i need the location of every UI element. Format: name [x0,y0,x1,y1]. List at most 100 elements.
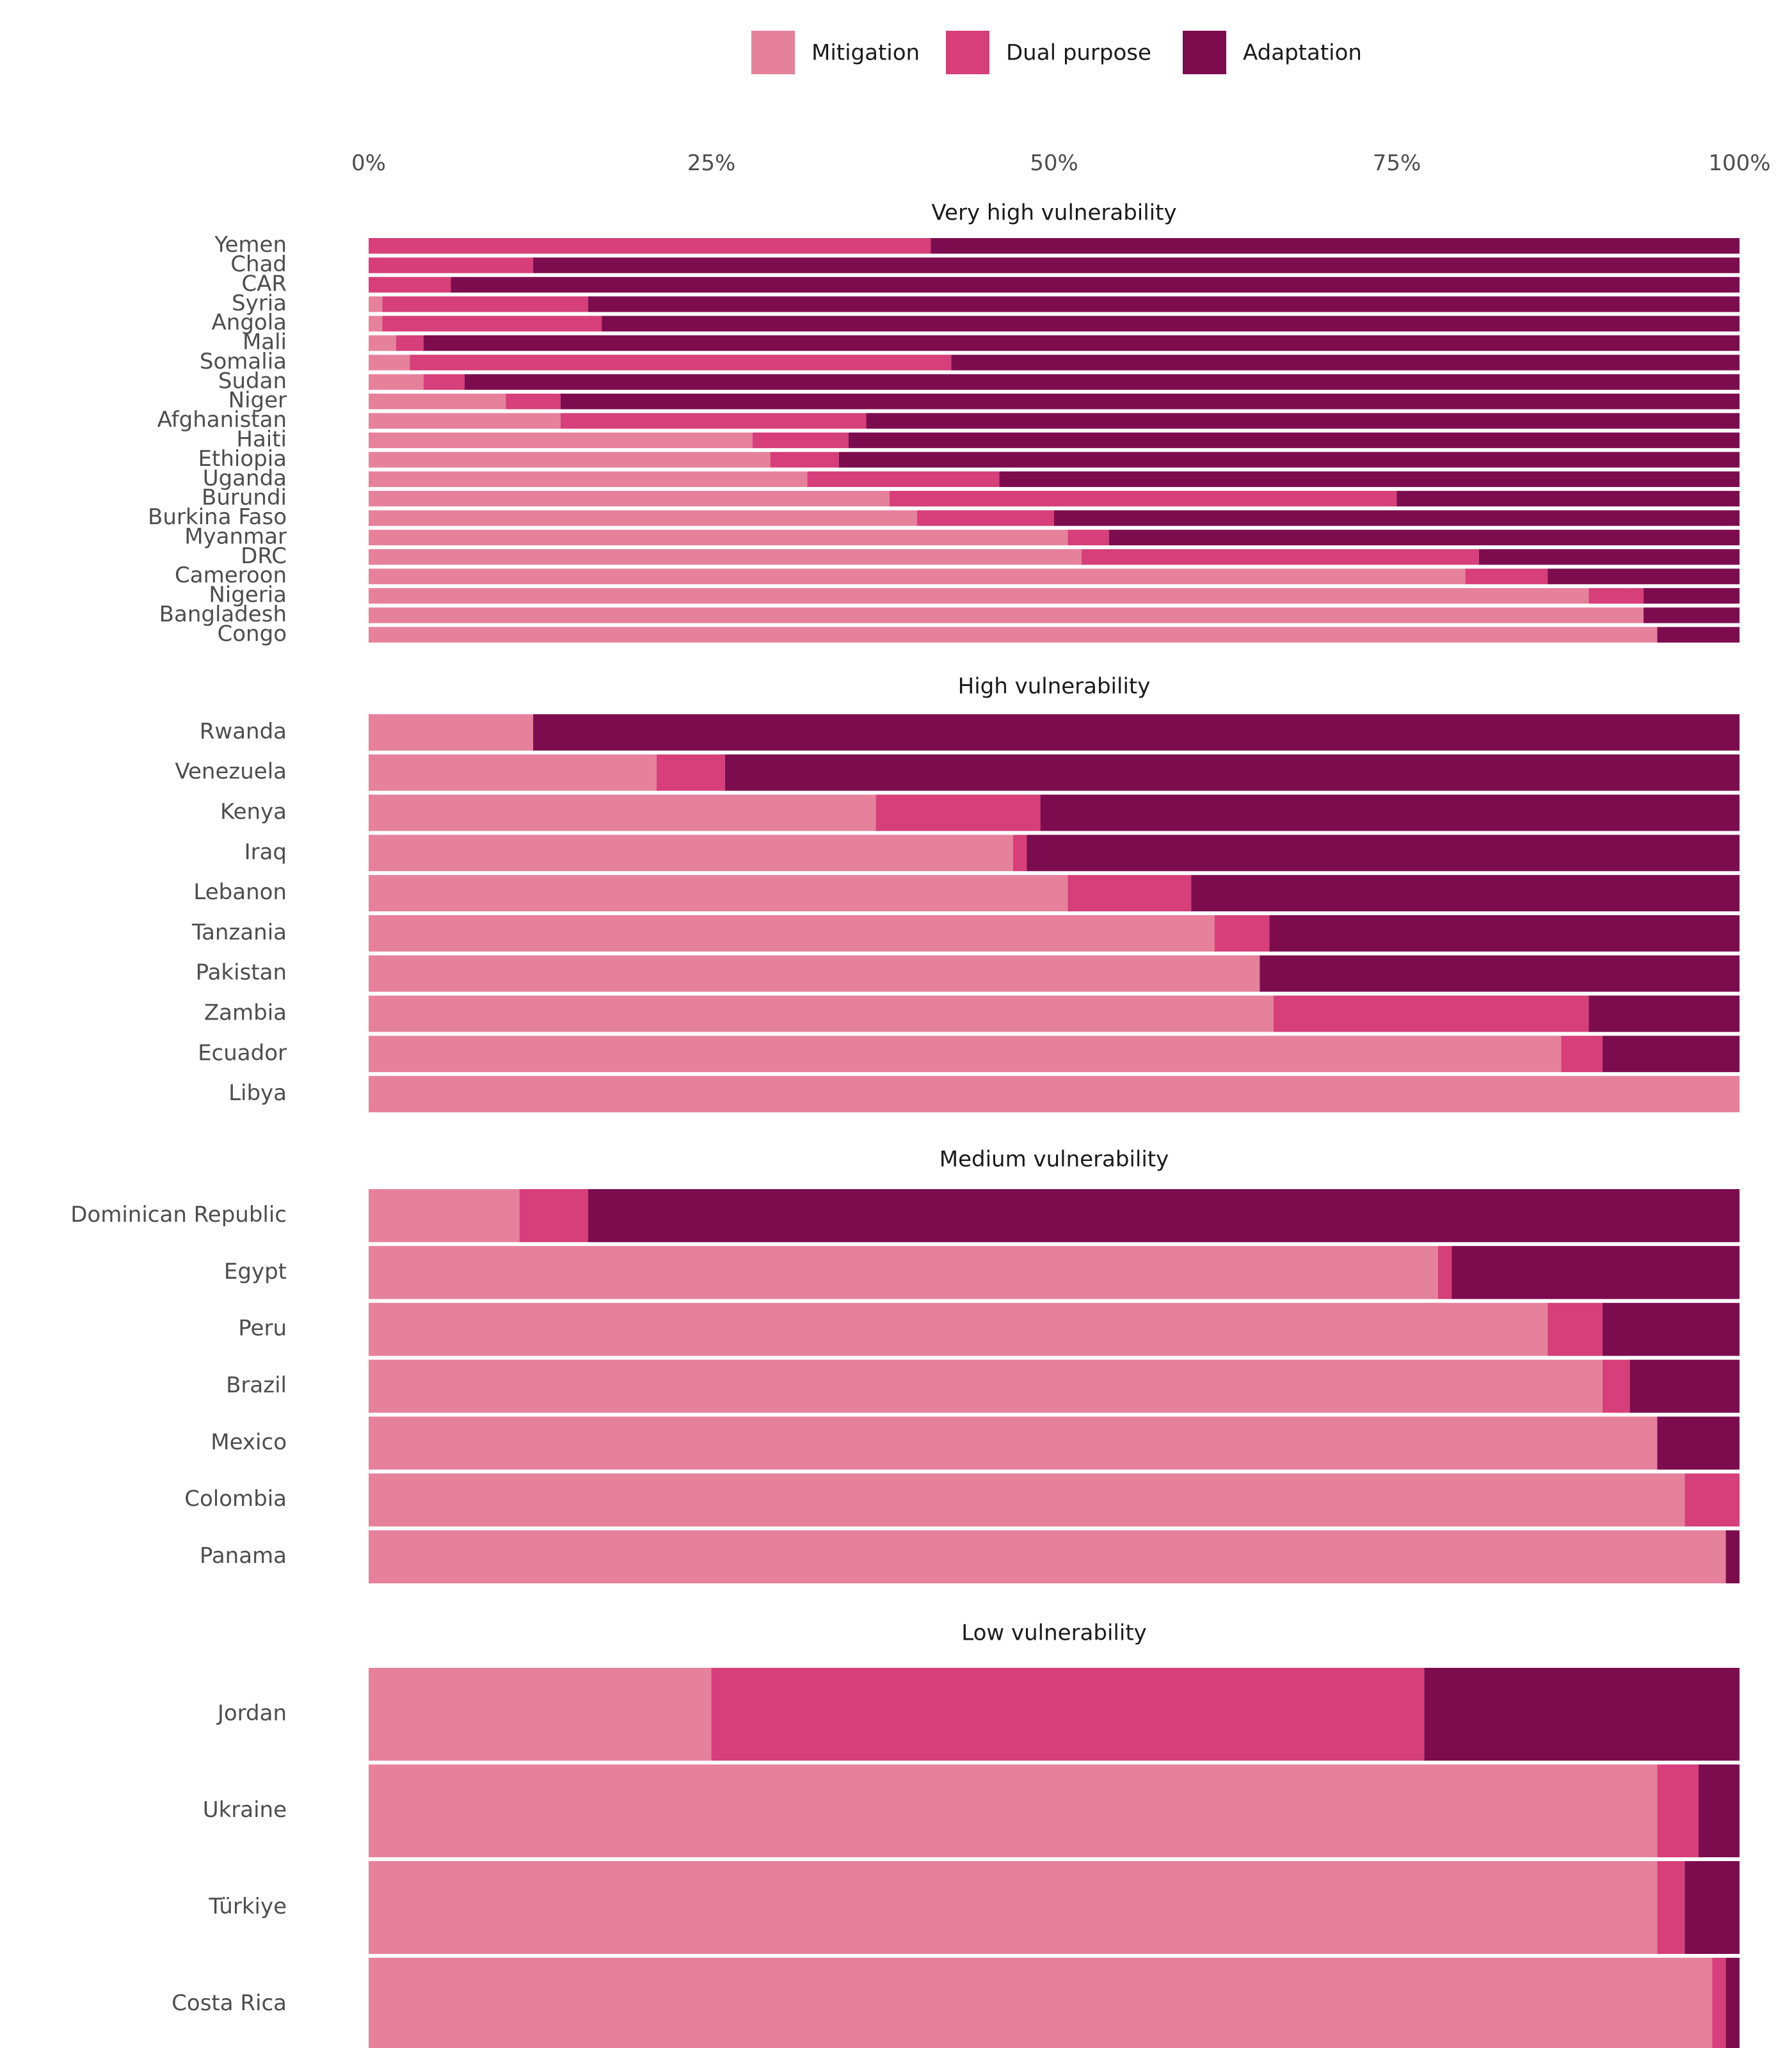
x-tick-label: 50% [1030,150,1078,176]
bar-segment-mitigation [369,452,771,468]
bar-segment-adaptation [1260,955,1740,992]
bar-segment-mitigation [369,955,1260,992]
bar-segment-adaptation [1725,1530,1740,1583]
category-label: Peru [238,1316,287,1341]
bar-segment-mitigation [369,995,1274,1032]
bar-row-chad: Chad [230,252,1740,277]
x-tick-label: 100% [1708,150,1770,176]
bar-segment-dual-purpose [369,257,534,273]
bar-segment-dual-purpose [1561,1036,1603,1073]
legend-item-mitigation: Mitigation [751,31,920,74]
category-label: Bangladesh [159,602,287,627]
category-label: Iraq [244,839,287,865]
category-label: Chad [230,252,287,277]
bar-row-libya: Libya [228,1076,1740,1112]
bar-segment-adaptation [1644,588,1740,604]
category-label: Zambia [204,1000,287,1026]
bar-segment-adaptation [1040,794,1740,831]
bar-segment-mitigation [369,875,1068,911]
bar-segment-dual-purpose [1068,875,1192,911]
bar-segment-mitigation [369,529,1068,546]
bar-segment-mitigation [369,1189,520,1242]
bar-row-mali: Mali [243,330,1740,355]
bar-segment-dual-purpose [711,1668,1425,1761]
bar-segment-adaptation [1657,1416,1740,1470]
bar-segment-dual-purpose [382,316,602,332]
category-label: Pakistan [196,960,287,986]
bar-row-dominican-republic: Dominican Republic [70,1189,1740,1242]
bar-segment-dual-purpose [807,471,1000,487]
bar-row-sudan: Sudan [218,368,1740,394]
category-label: Niger [228,388,287,413]
bar-segment-adaptation [1027,835,1740,872]
bar-segment-mitigation [369,568,1466,584]
category-label: Mexico [211,1429,287,1455]
category-label: Colombia [184,1486,287,1512]
bar-segment-adaptation [1269,915,1740,952]
category-label: Egypt [224,1259,287,1284]
bar-segment-mitigation [369,714,534,751]
legend-swatch-dual-purpose [946,31,989,74]
bar-segment-adaptation [1479,549,1740,565]
panel-medium-vulnerability: Medium vulnerability Dominican Republic Eg… [70,1147,1740,1583]
bar-segment-mitigation [369,394,506,410]
bar-row-pakistan: Pakistan [196,955,1740,992]
x-axis: 0% 25% 50% 75% 100% [351,150,1771,176]
bar-segment-mitigation [369,627,1658,643]
bar-row-panama: Panama [200,1530,1740,1583]
category-label: Burundi [202,485,287,511]
bar-segment-adaptation [1588,995,1740,1032]
category-label: Congo [218,621,287,646]
bar-segment-adaptation [848,432,1740,449]
bar-segment-dual-purpose [423,374,465,390]
bar-row-congo: Congo [218,621,1740,646]
category-label: Ukraine [203,1797,287,1823]
bar-segment-dual-purpose [1712,1958,1726,2048]
bar-segment-dual-purpose [1437,1245,1452,1299]
bar-segment-dual-purpose [889,490,1397,507]
bar-row-tanzania: Tanzania [191,915,1740,952]
bar-segment-dual-purpose [770,452,839,468]
category-label: CAR [241,271,287,296]
bar-segment-dual-purpose [876,794,1041,831]
bar-segment-adaptation [1684,1861,1740,1954]
bar-row-jordan: Jordan [216,1668,1740,1761]
category-label: DRC [241,543,287,569]
bar-row-costa-rica: Costa Rica [172,1958,1740,2048]
bar-row-ukraine: Ukraine [203,1764,1740,1857]
bar-row-uganda: Uganda [203,465,1740,491]
bar-segment-dual-purpose [519,1189,588,1242]
bar-segment-mitigation [369,413,561,429]
bar-segment-mitigation [369,510,917,526]
bar-row-venezuela: Venezuela [175,754,1740,791]
bar-segment-dual-purpose [1465,568,1548,584]
category-label: Somalia [200,349,287,374]
bar-segment-dual-purpose [506,394,561,410]
bar-segment-adaptation [1191,875,1740,911]
bar-segment-adaptation [423,335,1740,351]
bar-segment-mitigation [369,1958,1713,2048]
bar-segment-adaptation [1602,1036,1740,1073]
legend-item-dual-purpose: Dual purpose [946,31,1151,74]
bar-segment-dual-purpose [1602,1359,1630,1413]
bar-segment-adaptation [602,316,1740,332]
category-label: Mali [243,330,287,355]
bar-segment-dual-purpose [656,754,725,791]
bar-row-niger: Niger [228,388,1740,413]
bar-segment-adaptation [1396,490,1740,507]
legend-swatch-adaptation [1183,31,1226,74]
bar-segment-adaptation [1424,1668,1740,1761]
bar-segment-dual-purpose [1012,835,1027,872]
bar-segment-mitigation [369,754,657,791]
bar-segment-adaptation [931,238,1740,254]
category-label: Kenya [220,799,287,825]
bar-row-t-rkiye: Türkiye [208,1861,1740,1954]
legend: Mitigation Dual purpose Adaptation [751,31,1362,74]
category-label: Rwanda [200,719,287,744]
bar-segment-mitigation [369,1359,1603,1413]
bar-segment-dual-purpose [916,510,1054,526]
bar-row-lebanon: Lebanon [193,875,1740,911]
bar-segment-mitigation [369,432,753,449]
bar-row-myanmar: Myanmar [184,524,1740,549]
